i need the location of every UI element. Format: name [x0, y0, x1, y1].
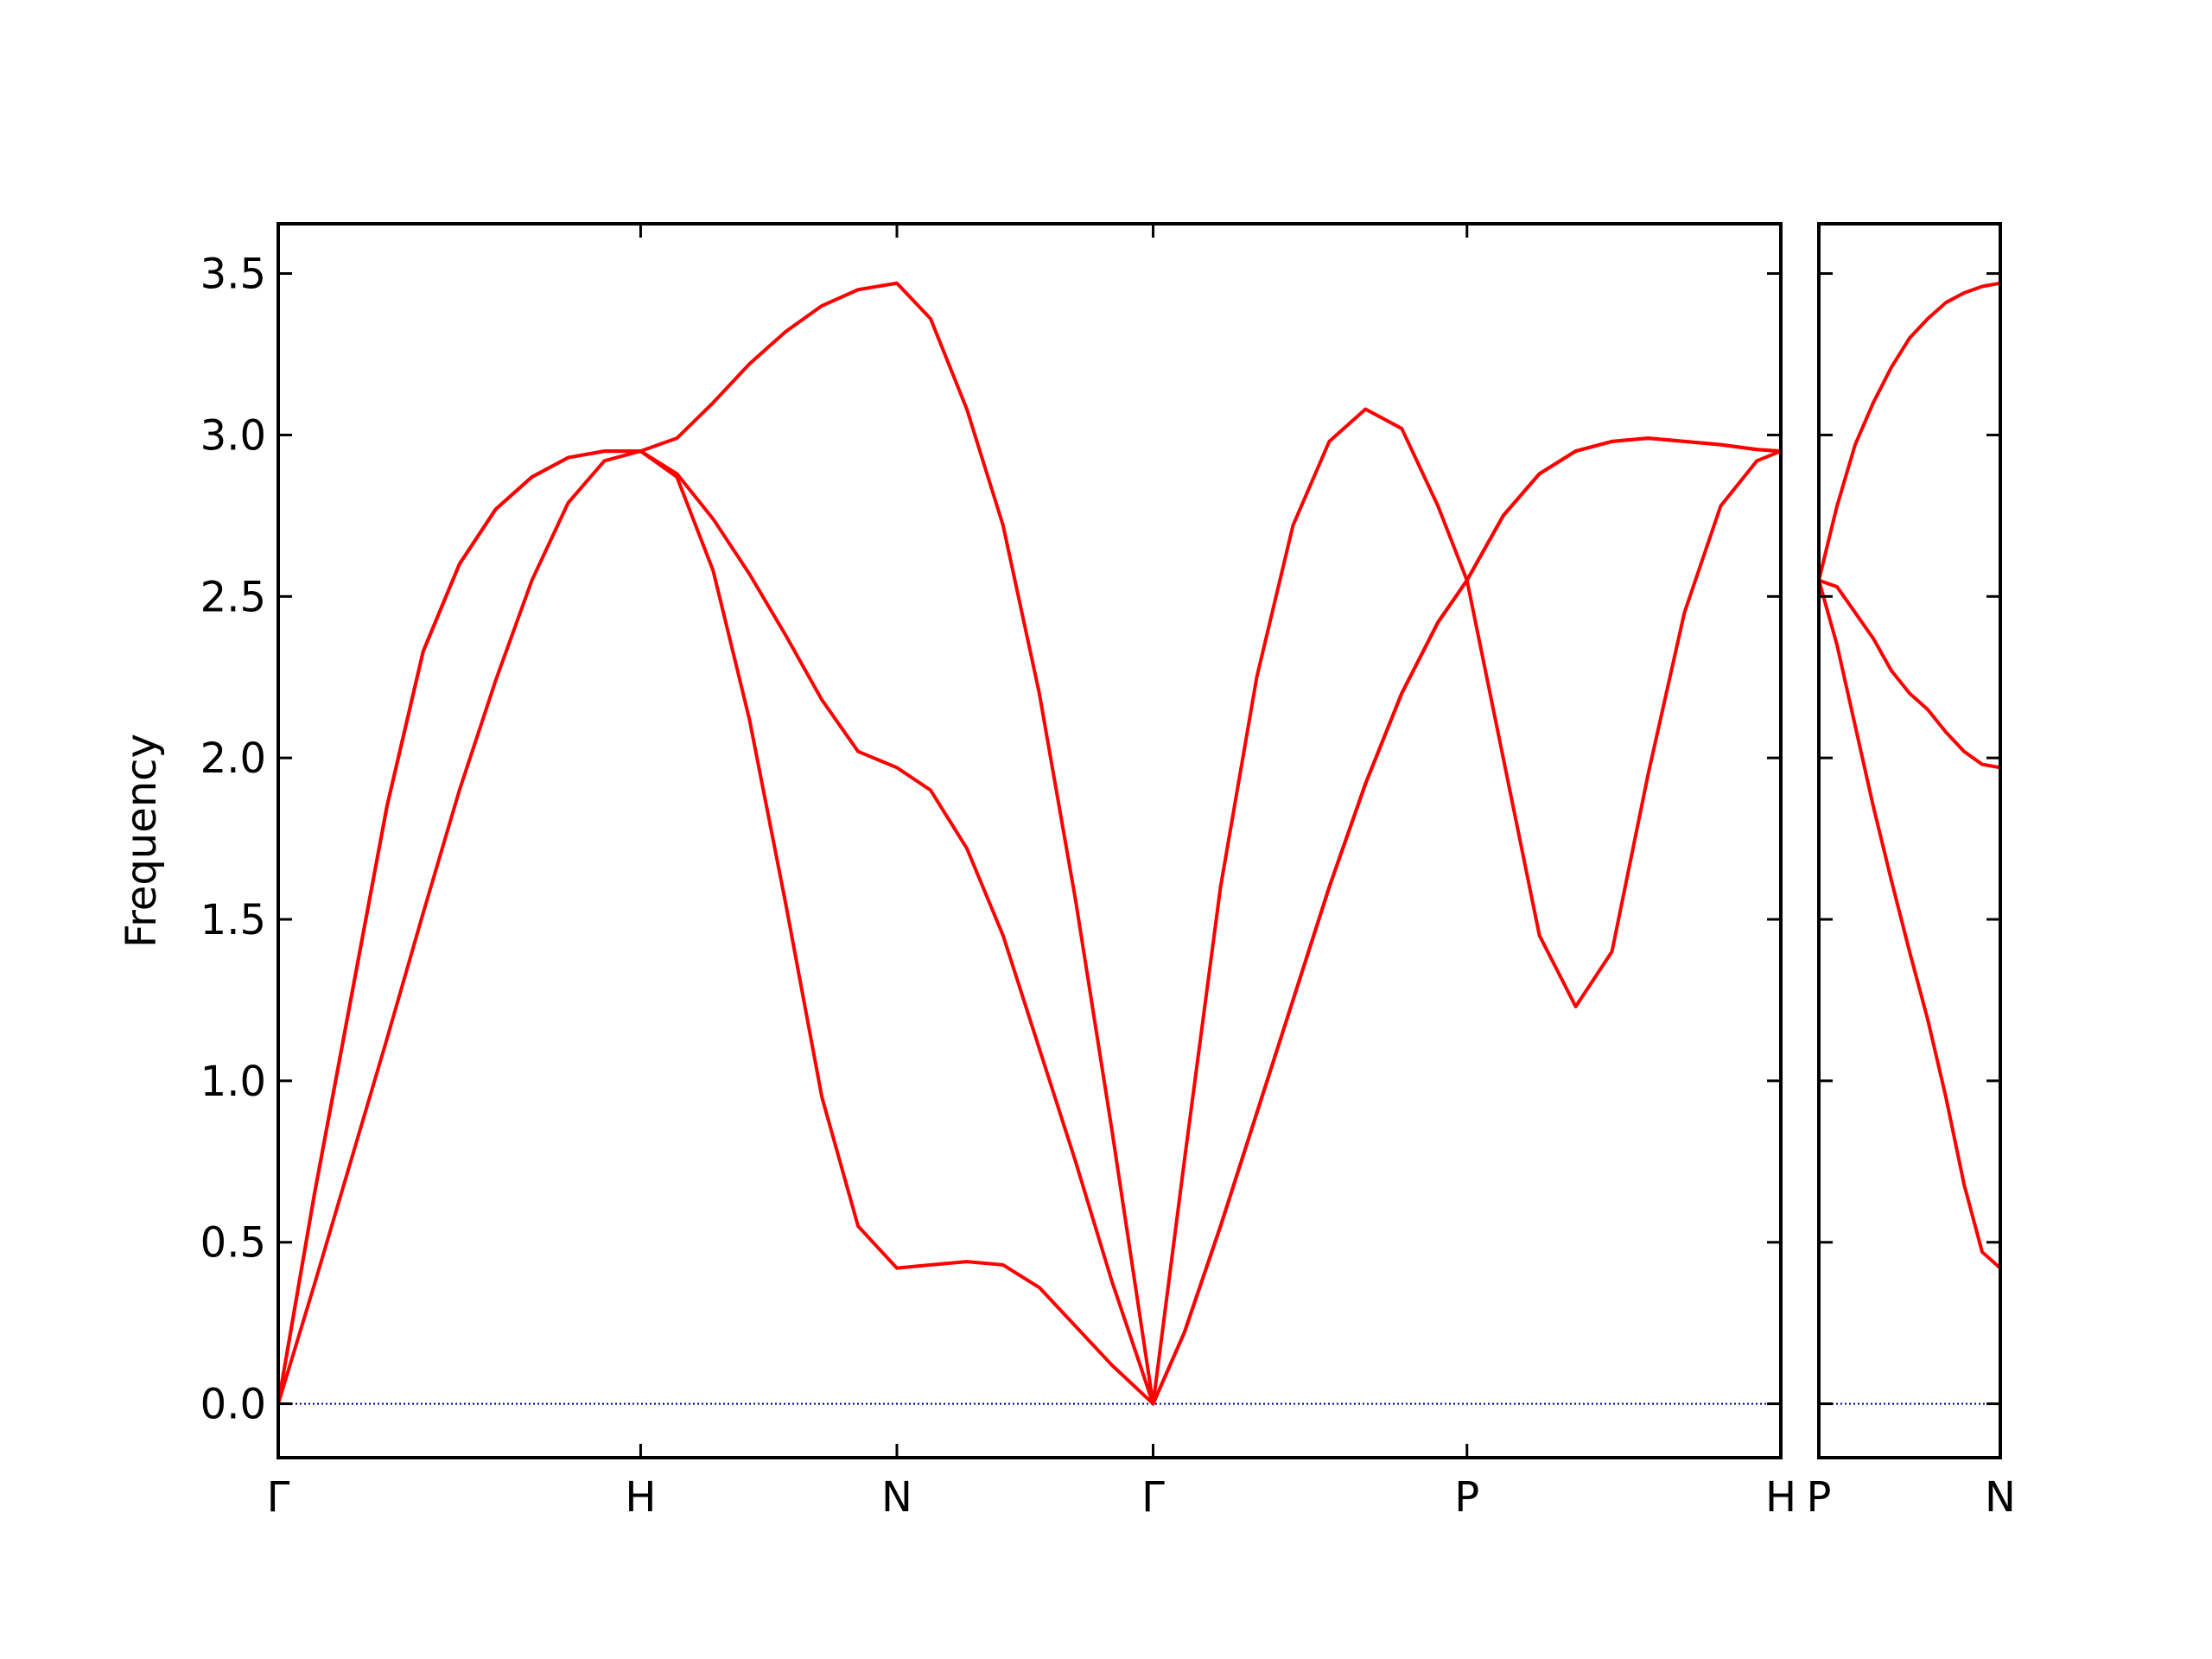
- x-tick-label: P: [1807, 1473, 1832, 1522]
- band-line: [1819, 578, 2000, 770]
- band-line: [1819, 281, 2000, 582]
- x-tick-label: P: [1454, 1473, 1479, 1522]
- axes-frame: [1817, 222, 2002, 1459]
- band-line: [278, 281, 1781, 1406]
- axes-frame: [276, 222, 1783, 1459]
- y-tick-label: 1.0: [200, 1058, 266, 1106]
- band-line: [278, 449, 1781, 1406]
- y-axis-label: Frequency: [118, 734, 166, 948]
- y-tick-label: 2.0: [200, 734, 266, 783]
- x-tick-label: N: [881, 1473, 912, 1522]
- y-tick-label: 0.5: [200, 1219, 266, 1268]
- x-tick-label: H: [625, 1473, 656, 1522]
- x-tick-label: Γ: [267, 1473, 290, 1522]
- y-tick-label: 3.0: [200, 411, 266, 460]
- x-tick-label: N: [1985, 1473, 2016, 1522]
- y-tick-label: 0.0: [200, 1381, 266, 1429]
- x-tick-label: H: [1765, 1473, 1796, 1522]
- band-line: [1819, 580, 2000, 1270]
- y-tick-label: 1.5: [200, 896, 266, 944]
- x-tick-label: Γ: [1141, 1473, 1165, 1522]
- y-tick-label: 3.5: [200, 251, 266, 299]
- band-line: [278, 436, 1781, 1406]
- y-tick-label: 2.5: [200, 573, 266, 621]
